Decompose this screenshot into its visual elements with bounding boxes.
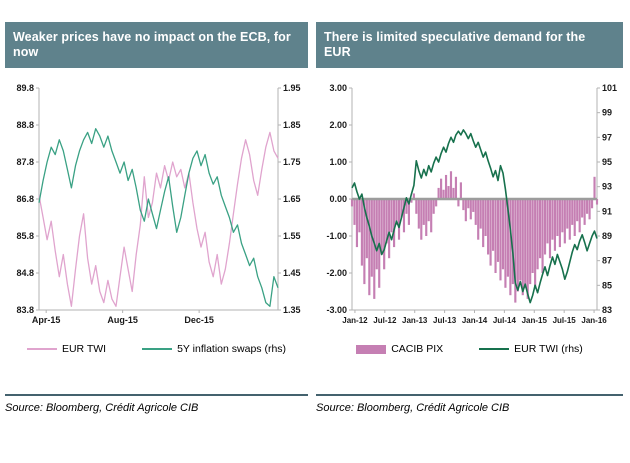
x-axis-tick: Apr-15 (32, 315, 61, 325)
right-axis-tick: 95 (602, 157, 612, 167)
legend-item-inflation-swaps: 5Y inflation swaps (rhs) (142, 343, 286, 355)
left-axis-tick: 0.00 (329, 194, 347, 204)
left-axis-tick: 2.00 (329, 120, 347, 130)
x-axis-tick: Jul-13 (433, 316, 457, 325)
legend-label-eur-twi: EUR TWI (61, 343, 107, 355)
left-axis-tick: 84.8 (16, 268, 34, 278)
legend-item-eur-twi: EUR TWI (26, 343, 107, 355)
legend-label-inflation-swaps: 5Y inflation swaps (rhs) (177, 343, 287, 355)
left-axis-tick: 85.8 (16, 231, 34, 241)
left-axis-tick: -3.00 (326, 305, 347, 315)
cacib-pix-bar-swatch (356, 344, 387, 354)
left-axis-tick: 86.8 (16, 194, 34, 204)
source-left: Source: Bloomberg, Crédit Agricole CIB (5, 402, 199, 414)
separator-right (316, 394, 623, 396)
right-axis-tick: 1.95 (283, 83, 301, 93)
x-axis-tick: Jan-15 (522, 316, 548, 325)
left-axis-tick: 1.00 (329, 157, 347, 167)
right-axis-tick: 93 (602, 182, 612, 192)
legend-label-eur-twi-rhs: EUR TWI (rhs) (514, 343, 583, 355)
right-axis-tick: 97 (602, 132, 612, 142)
left-axis-tick: 83.8 (16, 305, 34, 315)
right-axis-tick: 1.45 (283, 268, 301, 278)
x-axis-tick: Jul-12 (373, 316, 397, 325)
x-axis-tick: Aug-15 (107, 315, 138, 325)
legend-item-eur-twi-rhs: EUR TWI (rhs) (479, 343, 583, 355)
right-axis-tick: 87 (602, 256, 612, 266)
legend-right: CACIB PIX EUR TWI (rhs) (316, 340, 623, 358)
right-axis-tick: 85 (602, 280, 612, 290)
x-axis-tick: Dec-15 (184, 315, 214, 325)
left-axis-tick: 3.00 (329, 83, 347, 93)
separator-left (5, 394, 308, 396)
panel-right: There is limited speculative demand for … (316, 22, 623, 463)
eur-twi-line-swatch (26, 347, 57, 351)
right-axis-tick: 1.85 (283, 120, 301, 130)
x-axis-tick: Jan-12 (342, 316, 368, 325)
legend-left: EUR TWI 5Y inflation swaps (rhs) (5, 340, 308, 358)
right-axis-tick: 99 (602, 108, 612, 118)
x-axis-tick: Jan-13 (402, 316, 428, 325)
right-axis-tick: 101 (602, 83, 617, 93)
chart-title-left: Weaker prices have no impact on the ECB,… (5, 22, 308, 68)
right-axis-tick: 83 (602, 305, 612, 315)
right-axis-tick: 1.35 (283, 305, 301, 315)
right-axis-tick: 1.65 (283, 194, 301, 204)
x-axis-tick: Jan-14 (462, 316, 488, 325)
left-axis-tick: 88.8 (16, 120, 34, 130)
legend-item-cacib-pix: CACIB PIX (356, 343, 443, 355)
legend-label-cacib-pix: CACIB PIX (391, 343, 444, 355)
right-axis-tick: 91 (602, 206, 612, 216)
chart-title-right: There is limited speculative demand for … (316, 22, 623, 68)
chart-canvas-left: 89.8 88.8 87.8 86.8 85.8 84.8 83.8 1.95 1.85 1.75… (16, 83, 301, 325)
x-axis-tick: Jul-14 (493, 316, 517, 325)
x-axis-tick: Jul-15 (553, 316, 577, 325)
left-axis-tick: 87.8 (16, 157, 34, 167)
x-axis-tick: Jan-16 (581, 316, 607, 325)
chart-canvas-right: 3.00 2.00 1.00 0.00 -1.00 -2.00 -3.00 101 99 97 95… (326, 83, 617, 325)
eur-twi-rhs-line-swatch (479, 347, 510, 351)
right-axis-tick: 89 (602, 231, 612, 241)
left-axis-tick: -1.00 (326, 231, 347, 241)
left-axis-tick: 89.8 (16, 83, 34, 93)
inflation-swaps-line-swatch (142, 347, 173, 351)
right-axis-tick: 1.55 (283, 231, 301, 241)
panel-left: Weaker prices have no impact on the ECB,… (5, 22, 308, 463)
source-right: Source: Bloomberg, Crédit Agricole CIB (316, 402, 510, 414)
right-axis-tick: 1.75 (283, 157, 301, 167)
left-axis-tick: -2.00 (326, 268, 347, 278)
